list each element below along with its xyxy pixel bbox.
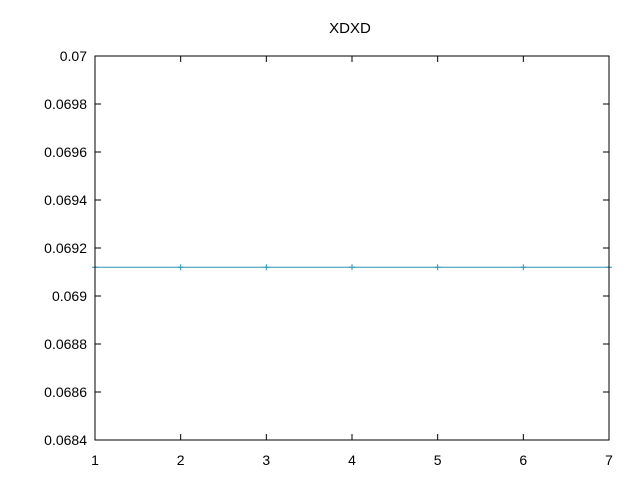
chart-title: XDXD bbox=[329, 20, 371, 37]
data-point-marker bbox=[349, 264, 355, 271]
series-layer bbox=[92, 264, 612, 271]
data-point-marker bbox=[177, 264, 184, 271]
x-tick-label: 5 bbox=[434, 452, 442, 468]
data-point-marker bbox=[263, 264, 270, 271]
x-tick-label: 1 bbox=[91, 452, 99, 468]
data-point-marker bbox=[520, 264, 527, 271]
y-tick-label: 0.0694 bbox=[44, 192, 87, 208]
y-tick-label: 0.0698 bbox=[44, 96, 87, 112]
x-tick-label: 4 bbox=[348, 452, 356, 468]
y-tick-label: 0.0688 bbox=[44, 336, 87, 352]
y-tick-label: 0.0692 bbox=[44, 240, 87, 256]
data-point-marker bbox=[434, 264, 441, 271]
y-tick-label: 0.0684 bbox=[44, 432, 87, 448]
y-tick-label: 0.0696 bbox=[44, 144, 87, 160]
x-tick-label: 7 bbox=[605, 452, 613, 468]
y-tick-label: 0.07 bbox=[60, 48, 87, 64]
x-tick-label: 3 bbox=[262, 452, 270, 468]
y-tick-label: 0.0686 bbox=[44, 384, 87, 400]
y-tick-label: 0.069 bbox=[52, 288, 87, 304]
x-tick-label: 2 bbox=[177, 452, 185, 468]
axis-ticks: 0.0684 0.0686 0.0688 0.069 0.0692 0.0694 0.069… bbox=[44, 48, 613, 468]
x-tick-label: 6 bbox=[519, 452, 527, 468]
plot-frame bbox=[94, 55, 610, 441]
